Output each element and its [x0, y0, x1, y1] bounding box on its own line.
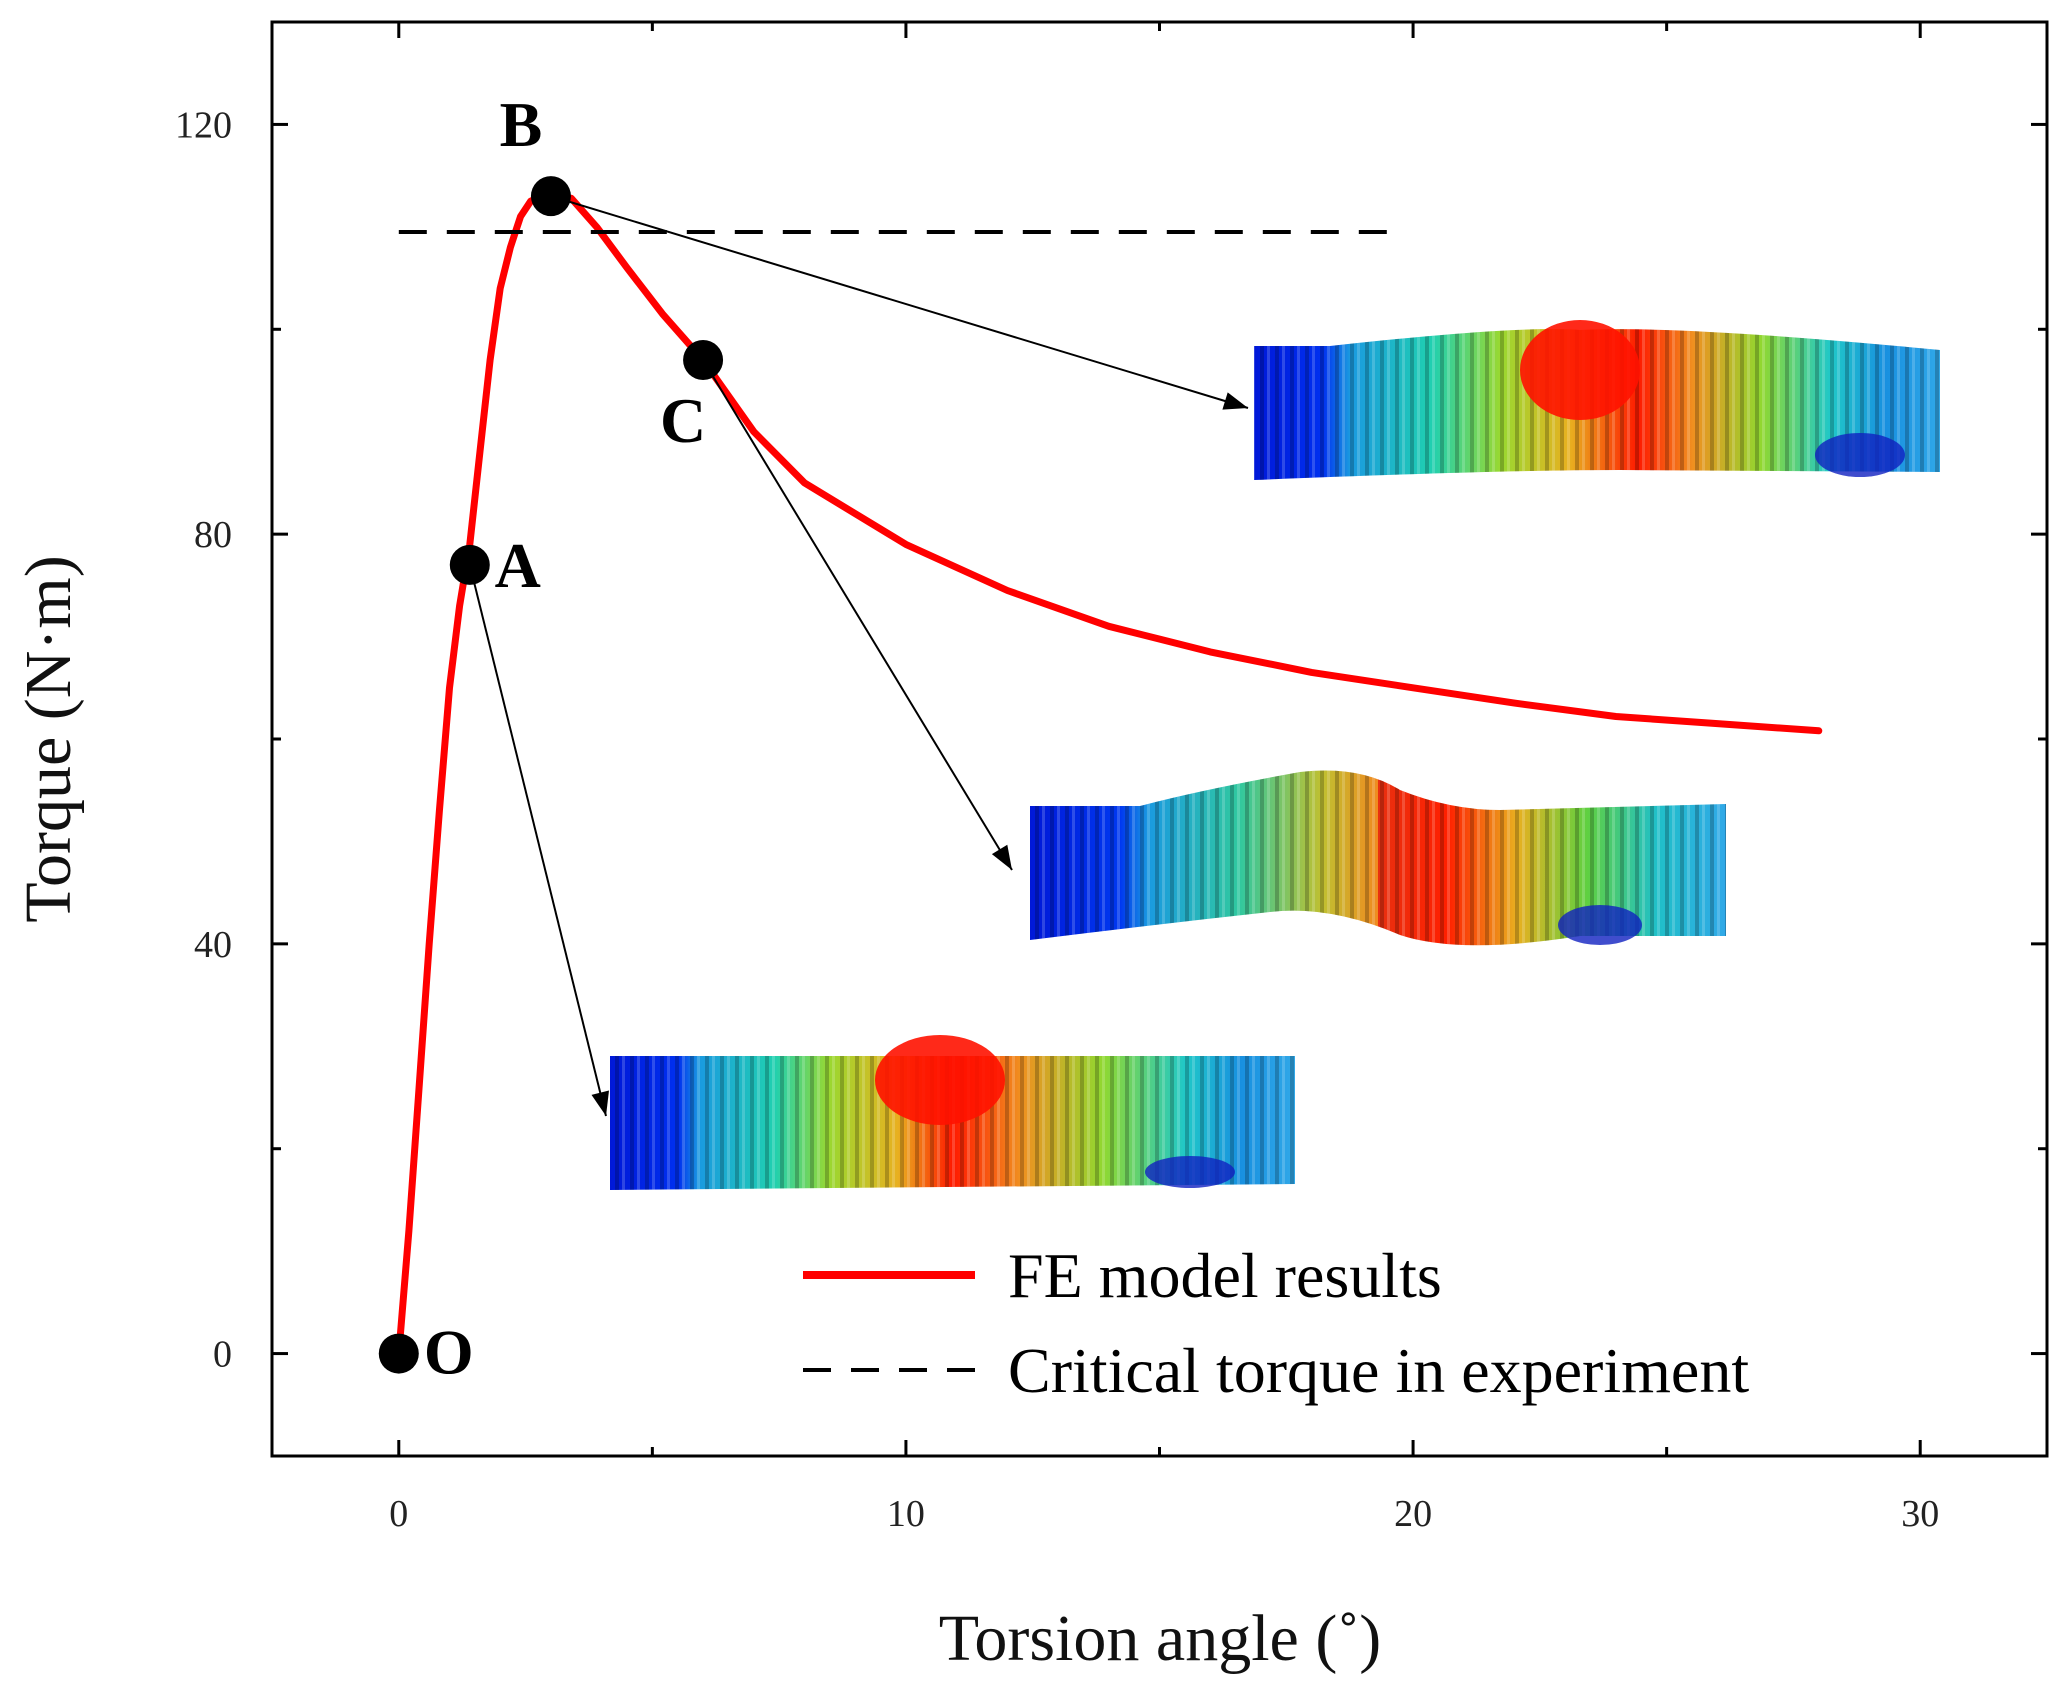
arrowhead-c: [991, 844, 1012, 870]
y-tick-label: 0: [213, 1334, 232, 1376]
point-label-b: B: [500, 89, 543, 160]
legend: FE model results Critical torque in exper…: [803, 1240, 1749, 1406]
point-marker-c: [683, 340, 724, 381]
point-label-c: C: [660, 385, 706, 456]
arrowhead-b: [1222, 392, 1248, 410]
fe-model-curve: [395, 192, 1823, 1358]
x-tick-label: 30: [1901, 1493, 1939, 1535]
callout-arrows: [468, 195, 1249, 1117]
point-marker-o: [378, 1333, 419, 1374]
point-label-o: O: [424, 1317, 474, 1388]
axis-ticks: [272, 22, 2047, 1456]
inset-render-a: [610, 1035, 1295, 1190]
callout-arrow-a: [468, 564, 607, 1117]
callout-arrow-c: [702, 359, 1013, 871]
y-tick-label: 80: [194, 514, 232, 556]
inset-render-b: [1254, 320, 1940, 480]
legend-label-1: FE model results: [1008, 1240, 1442, 1311]
legend-label-2: Critical torque in experiment: [1008, 1335, 1749, 1406]
inset-render-c: [1030, 770, 1726, 946]
y-axis-title: Torque (N·m): [12, 555, 85, 922]
points-layer: O A B C: [378, 89, 724, 1388]
axis-tick-labels: 0 10 20 30 0 40 80 120: [175, 104, 1939, 1535]
x-tick-label: 20: [1394, 1493, 1432, 1535]
point-marker-b: [530, 176, 571, 217]
callout-arrow-b: [550, 195, 1249, 409]
y-tick-label: 120: [175, 104, 232, 146]
x-tick-label: 10: [887, 1493, 925, 1535]
x-axis-title: Torsion angle (˚): [939, 1602, 1382, 1675]
x-tick-label: 0: [389, 1493, 408, 1535]
series-layer: [395, 192, 1823, 1358]
arrowhead-a: [591, 1090, 609, 1116]
y-tick-label: 40: [194, 924, 232, 966]
point-label-a: A: [495, 530, 541, 601]
point-marker-a: [449, 544, 490, 585]
